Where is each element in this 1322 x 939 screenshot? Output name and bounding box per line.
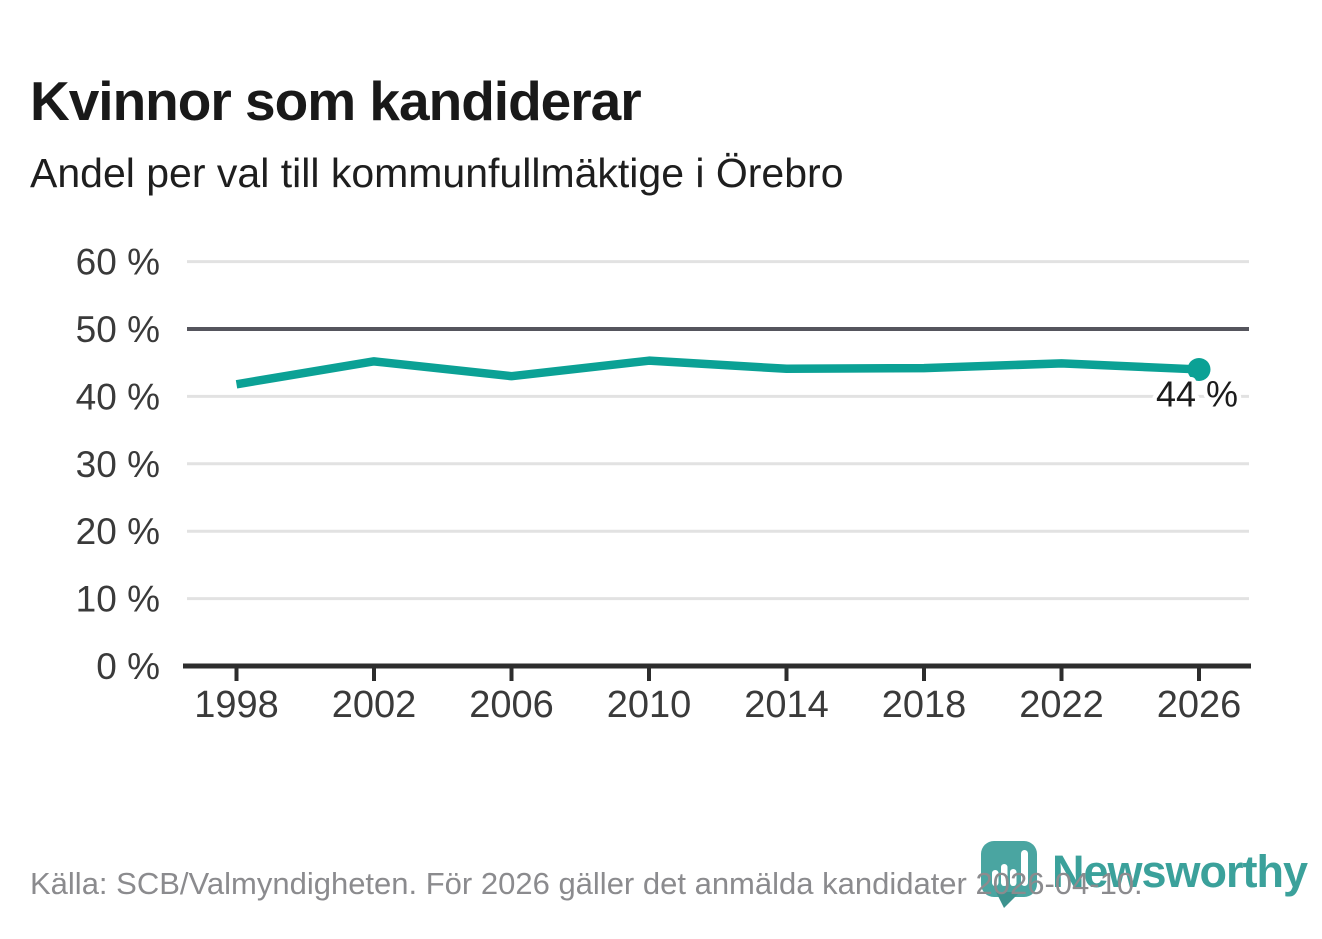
newsworthy-pin-barchart-icon [981, 841, 1037, 908]
logo-bar [1021, 850, 1028, 886]
y-axis-label: 60 % [76, 242, 160, 283]
x-axis-label: 2006 [469, 684, 554, 726]
x-axis-label: 2026 [1157, 684, 1242, 726]
y-axis-label: 30 % [76, 444, 160, 485]
x-axis-label: 2022 [1019, 684, 1104, 726]
newsworthy-wordmark: Newsworthy [1052, 846, 1308, 897]
logo-bar [1010, 869, 1017, 886]
y-axis-label: 10 % [76, 579, 160, 620]
y-axis-label: 40 % [76, 376, 160, 417]
trend-line [235, 356, 1200, 389]
y-axis-label: 0 % [96, 646, 160, 687]
end-point-marker [1187, 357, 1211, 381]
page-title: Kvinnor som kandiderar [30, 69, 642, 132]
end-point-label: 44 % [1156, 373, 1238, 414]
logo-bar [1001, 864, 1008, 886]
y-axis-label: 20 % [76, 511, 160, 552]
x-axis-label: 1998 [194, 684, 279, 726]
x-axis-label: 2018 [882, 684, 967, 726]
x-axis-label: 2010 [607, 684, 692, 726]
source-note: Källa: SCB/Valmyndigheten. För 2026 gäll… [30, 866, 1143, 901]
page-subtitle: Andel per val till kommunfullmäktige i Ö… [30, 150, 844, 196]
x-axis-label: 2002 [332, 684, 417, 726]
logo-bar [992, 870, 999, 886]
y-axis-label: 50 % [76, 309, 160, 350]
x-axis-label: 2014 [744, 684, 829, 726]
logo-bubble-tail [996, 892, 1020, 908]
